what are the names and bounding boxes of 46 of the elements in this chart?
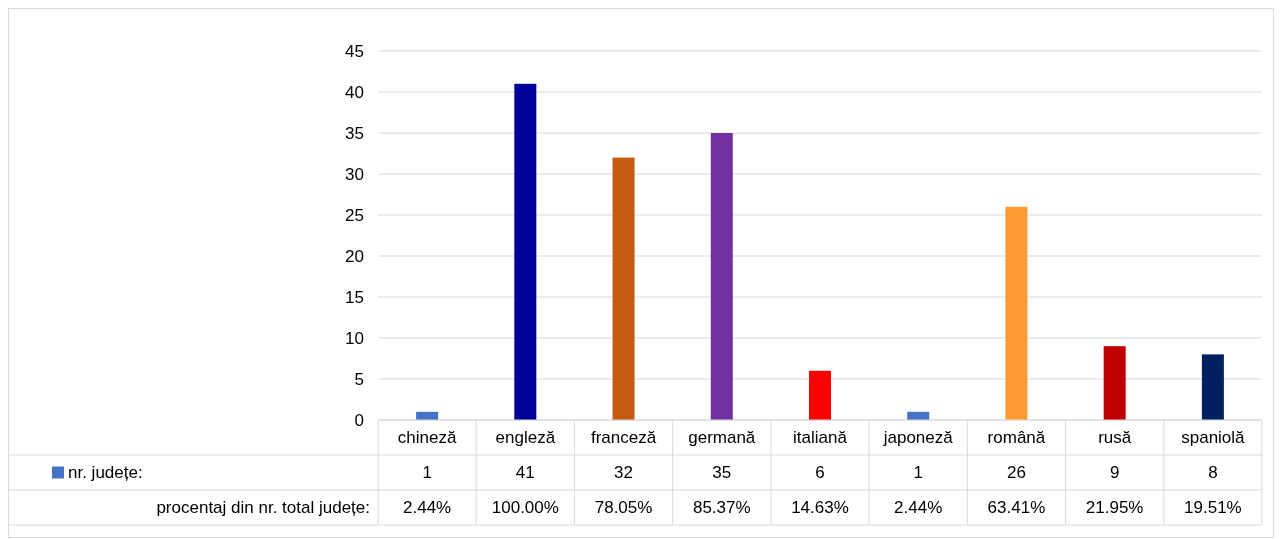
text: 21.95% (1085, 498, 1144, 518)
data-label: 1 (422, 463, 432, 483)
y-tick-label: 35 (345, 123, 364, 143)
data-label: 6 (815, 463, 825, 483)
bar (514, 83, 537, 420)
bar (809, 370, 831, 420)
x-tick-label: germană (688, 428, 756, 448)
x-tick-label: română (987, 428, 1046, 448)
y-tick-label: 10 (345, 328, 364, 348)
legend-label: nr. județe: (68, 463, 143, 483)
data-label: 9 (1109, 463, 1120, 483)
text: 2.44% (403, 498, 452, 518)
x-tick-label: engleză (495, 428, 556, 448)
y-tick-label: 5 (354, 369, 364, 389)
x-tick-label: chineză (397, 428, 457, 448)
text: 2.44% (894, 498, 943, 518)
y-tick-label: 20 (345, 246, 364, 266)
bar (1103, 346, 1126, 420)
data-label: 26 (1006, 463, 1026, 483)
bar (612, 157, 635, 420)
x-tick-label: spaniolă (1181, 428, 1246, 448)
data-label: 41 (515, 463, 535, 483)
text: 78.05% (594, 498, 653, 518)
data-label: 35 (712, 463, 732, 483)
y-tick-label: 45 (345, 41, 364, 61)
x-tick-label: italiană (793, 428, 848, 448)
x-tick-label: japoneză (882, 428, 954, 448)
data-label: 32 (614, 463, 634, 483)
x-tick-label: rusă (1098, 428, 1132, 448)
y-tick-label: 15 (345, 287, 364, 307)
text: 85.37% (692, 498, 751, 518)
text: 100.00% (491, 498, 559, 518)
data-label: 1 (913, 463, 923, 483)
bar (710, 133, 733, 420)
bar (1005, 206, 1028, 420)
text: procentaj din nr. total județe: (156, 498, 370, 518)
y-tick-label: 30 (345, 164, 364, 184)
y-tick-label: 40 (345, 82, 364, 102)
text: 14.63% (791, 498, 849, 518)
y-tick-label: 25 (345, 205, 364, 225)
data-label: 8 (1208, 463, 1218, 483)
bar (1201, 354, 1224, 420)
text: 63.41% (987, 498, 1046, 518)
x-tick-label: franceză (590, 428, 657, 448)
y-tick-label: 0 (354, 410, 364, 430)
text: 19.51% (1184, 498, 1242, 518)
